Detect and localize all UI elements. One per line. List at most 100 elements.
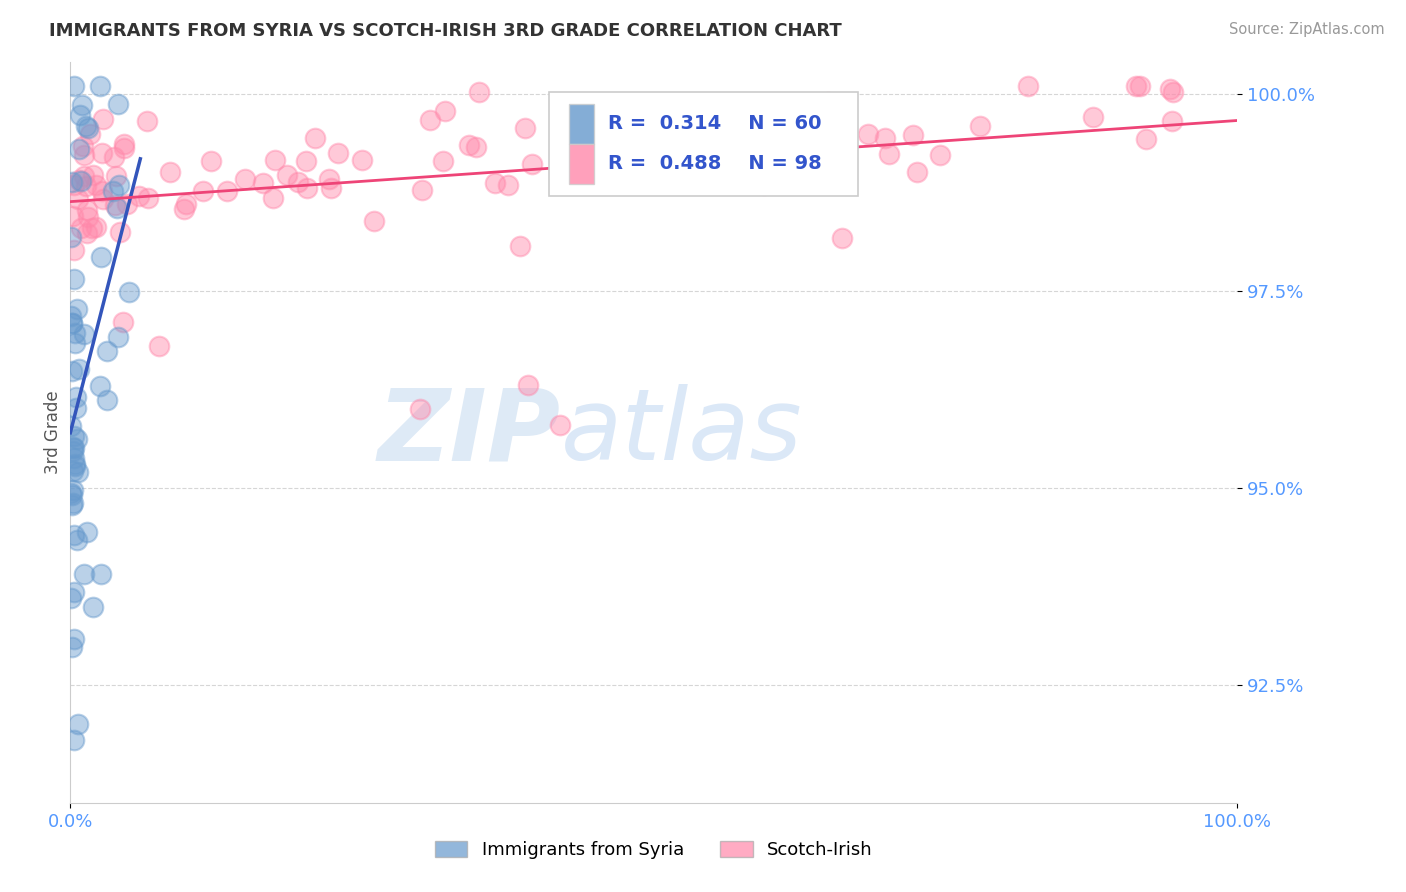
Point	[60, 419, 83, 434]
Point	[89, 379, 111, 393]
Point	[65, 390, 87, 404]
Point	[627, 136, 650, 150]
Point	[62, 209, 84, 223]
Point	[60, 488, 83, 502]
Point	[67, 142, 90, 156]
Point	[76, 202, 98, 217]
Point	[63, 585, 86, 599]
Point	[1017, 78, 1039, 93]
Text: ZIP: ZIP	[377, 384, 561, 481]
Point	[174, 197, 197, 211]
Point	[419, 113, 441, 128]
FancyBboxPatch shape	[548, 92, 858, 195]
Point	[62, 444, 84, 458]
Point	[62, 243, 84, 257]
Point	[817, 95, 839, 110]
Point	[409, 402, 432, 417]
Point	[65, 326, 87, 341]
Point	[67, 361, 90, 376]
Point	[63, 178, 86, 193]
Point	[905, 165, 928, 179]
Point	[112, 315, 135, 329]
Point	[434, 103, 457, 118]
Point	[651, 121, 673, 136]
Point	[60, 498, 83, 512]
Point	[73, 566, 96, 581]
Text: atlas: atlas	[561, 384, 801, 481]
Point	[72, 139, 94, 153]
Point	[297, 180, 319, 194]
Point	[104, 198, 127, 212]
Point	[63, 528, 86, 542]
Point	[96, 343, 118, 358]
Point	[63, 271, 86, 285]
Legend: Immigrants from Syria, Scotch-Irish: Immigrants from Syria, Scotch-Irish	[426, 831, 882, 868]
Point	[432, 153, 454, 168]
Point	[756, 147, 779, 161]
Point	[80, 220, 103, 235]
Point	[76, 226, 98, 240]
Point	[60, 317, 83, 331]
Point	[1135, 132, 1157, 146]
Point	[128, 189, 150, 203]
Point	[62, 496, 84, 510]
Point	[75, 119, 97, 133]
Point	[252, 176, 274, 190]
Point	[90, 250, 112, 264]
Point	[117, 197, 139, 211]
Point	[65, 533, 87, 547]
Point	[62, 440, 84, 454]
Point	[70, 98, 93, 112]
Point	[262, 191, 284, 205]
Point	[233, 172, 256, 186]
Point	[66, 301, 89, 316]
Y-axis label: 3rd Grade: 3rd Grade	[44, 391, 62, 475]
Point	[107, 97, 129, 112]
Point	[513, 120, 536, 135]
Point	[63, 459, 86, 474]
Point	[173, 202, 195, 216]
Point	[589, 145, 612, 159]
Point	[509, 239, 531, 253]
Text: IMMIGRANTS FROM SYRIA VS SCOTCH-IRISH 3RD GRADE CORRELATION CHART: IMMIGRANTS FROM SYRIA VS SCOTCH-IRISH 3R…	[49, 22, 842, 40]
Point	[60, 310, 83, 324]
Point	[754, 178, 776, 192]
Point	[191, 184, 214, 198]
Point	[112, 136, 135, 151]
Point	[350, 153, 373, 168]
Point	[1161, 85, 1184, 99]
Point	[779, 163, 801, 178]
Point	[969, 120, 991, 134]
Point	[105, 169, 128, 183]
Point	[831, 231, 853, 245]
Point	[304, 131, 326, 145]
Point	[276, 168, 298, 182]
Point	[108, 178, 131, 192]
Point	[679, 136, 702, 150]
Point	[465, 140, 488, 154]
Point	[82, 168, 104, 182]
Point	[75, 178, 97, 193]
Point	[62, 632, 84, 646]
Point	[200, 153, 222, 168]
Point	[70, 221, 93, 235]
Point	[62, 464, 84, 478]
Point	[103, 150, 125, 164]
Text: R =  0.488    N = 98: R = 0.488 N = 98	[609, 154, 823, 173]
Point	[574, 161, 596, 176]
Text: R =  0.314    N = 60: R = 0.314 N = 60	[609, 114, 821, 134]
Point	[264, 153, 287, 167]
Point	[458, 138, 481, 153]
Point	[516, 378, 538, 392]
Point	[67, 173, 90, 187]
Point	[550, 417, 572, 432]
Point	[287, 175, 309, 189]
Point	[112, 141, 135, 155]
Point	[159, 165, 181, 179]
Point	[60, 485, 83, 500]
Point	[91, 145, 114, 160]
FancyBboxPatch shape	[568, 144, 595, 185]
Point	[90, 184, 112, 198]
Point	[217, 184, 239, 198]
Point	[468, 85, 491, 99]
